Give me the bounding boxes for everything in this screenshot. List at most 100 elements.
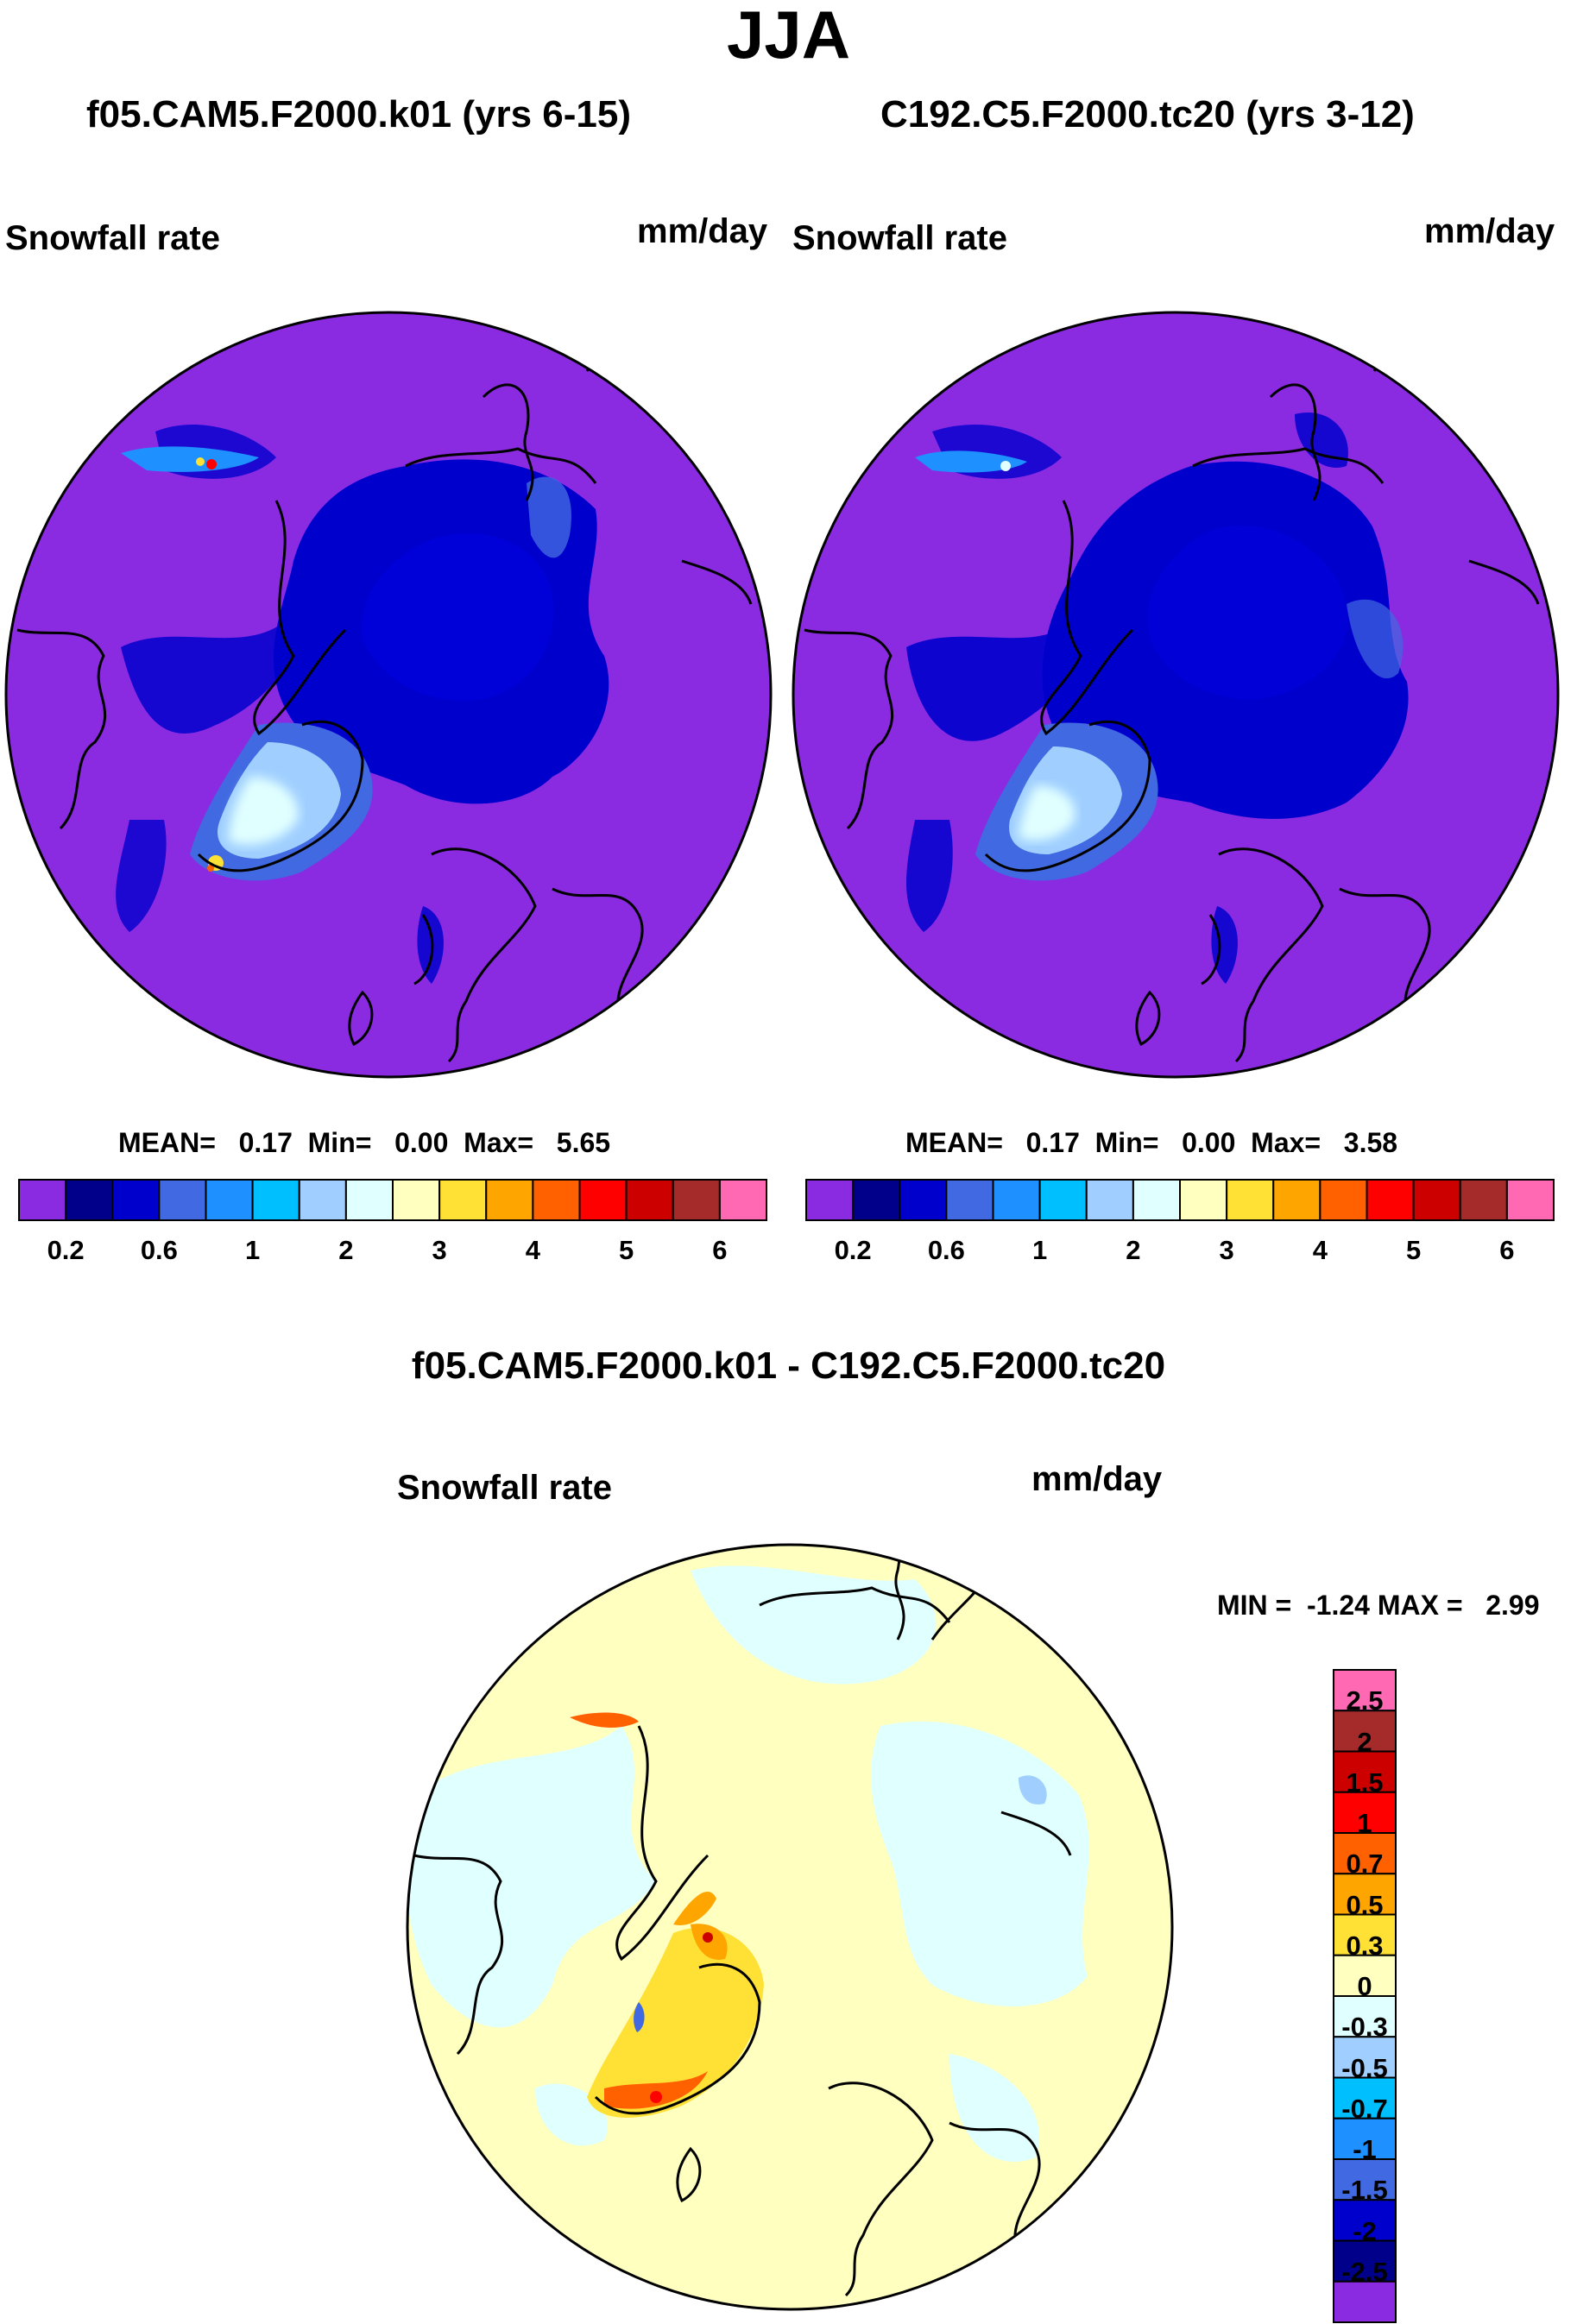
colorbar-panel2 (805, 1179, 1555, 1221)
panel1-stats: MEAN= 0.17 Min= 0.00 Max= 5.65 (118, 1127, 610, 1158)
panel2-max-label: Max= (1251, 1127, 1322, 1158)
colorbar-box (1272, 1179, 1322, 1221)
diff-min-value: -1.24 (1307, 1590, 1370, 1621)
colorbar-box (1226, 1179, 1275, 1221)
colorbar-box (1333, 2280, 1397, 2323)
colorbar-box (899, 1179, 948, 1221)
colorbar-box (18, 1179, 67, 1221)
colorbar-box (945, 1179, 994, 1221)
colorbar-box (1412, 1179, 1461, 1221)
colorbar-tick-label: 0.5 (1346, 1889, 1384, 1920)
colorbar-tick-label: -0.7 (1341, 2093, 1388, 2124)
colorbar-box (1038, 1179, 1088, 1221)
colorbar-box (805, 1179, 855, 1221)
panel2-polar-map (792, 311, 1560, 1079)
diff-max-value: 2.99 (1486, 1590, 1540, 1621)
panel1-min-label: Min= (307, 1127, 372, 1158)
colorbar-tick-label: -1 (1353, 2134, 1377, 2164)
colorbar-tick-label: 0.2 (834, 1235, 872, 1265)
colorbar-tick-label: 0.2 (47, 1235, 85, 1265)
colorbar-box (1333, 1710, 1397, 1753)
diff-max-label: MAX = (1377, 1590, 1463, 1621)
colorbar-tick-label: -2.5 (1341, 2256, 1388, 2287)
colorbar-tick-label: 5 (1406, 1235, 1422, 1265)
colorbar-box (1333, 2199, 1397, 2242)
colorbar-tick-label: 1 (245, 1235, 261, 1265)
panel1-mean-value: 0.17 (238, 1127, 293, 1158)
colorbar-box (298, 1179, 347, 1221)
colorbar-box (205, 1179, 254, 1221)
panel2-variable-label: Snowfall rate (792, 219, 1007, 257)
panel2-units-label: mm/day (1424, 212, 1555, 250)
panel2-stats: MEAN= 0.17 Min= 0.00 Max= 3.58 (905, 1127, 1397, 1158)
colorbar-tick-label: 3 (432, 1235, 447, 1265)
colorbar-tick-label: 0.6 (140, 1235, 178, 1265)
colorbar-box (1132, 1179, 1181, 1221)
panel1-min-value: 0.00 (394, 1127, 449, 1158)
diff-minmax: MIN = -1.24 MAX = 2.99 (1217, 1590, 1539, 1621)
colorbar-tick-label: 0 (1357, 1971, 1372, 2001)
colorbar-tick-label: -0.5 (1341, 2052, 1388, 2083)
colorbar-box (672, 1179, 721, 1221)
colorbar-tick-label: -1.5 (1341, 2175, 1388, 2206)
colorbar-tick-label: 2.5 (1346, 1685, 1384, 1716)
colorbar-box (392, 1179, 441, 1221)
panel1-variable-label: Snowfall rate (5, 219, 220, 257)
colorbar-tick-label: 1.5 (1346, 1767, 1384, 1798)
colorbar-box (1459, 1179, 1508, 1221)
colorbar-box (1333, 2036, 1397, 2079)
colorbar-tick-label: 2 (1357, 1726, 1372, 1757)
diff-units-label: mm/day (1031, 1460, 1163, 1498)
panel1-units-label: mm/day (637, 212, 768, 250)
colorbar-tick-label: 1 (1357, 1808, 1372, 1838)
colorbar-box (532, 1179, 581, 1221)
colorbar-box (158, 1179, 207, 1221)
colorbar-tick-label: 4 (525, 1235, 540, 1265)
diff-panel-title: f05.CAM5.F2000.k01 - C192.C5.F2000.tc20 (411, 1345, 1166, 1387)
colorbar-box (1333, 2158, 1397, 2201)
colorbar-box (65, 1179, 114, 1221)
panel2-min-label: Min= (1094, 1127, 1159, 1158)
colorbar-tick-label: -0.3 (1341, 2012, 1388, 2043)
colorbar-panel1 (18, 1179, 767, 1221)
colorbar-box (1179, 1179, 1228, 1221)
panel2-mean-value: 0.17 (1025, 1127, 1080, 1158)
colorbar-tick-label: 6 (712, 1235, 728, 1265)
panel2-max-value: 3.58 (1343, 1127, 1398, 1158)
colorbar-box (1333, 1873, 1397, 1916)
colorbar-tick-label: 0.3 (1346, 1930, 1384, 1961)
colorbar-box (1333, 1995, 1397, 2038)
panel1-max-label: Max= (464, 1127, 534, 1158)
colorbar-tick-label: -2 (1353, 2215, 1377, 2246)
colorbar-tick-label: 4 (1312, 1235, 1328, 1265)
season-title: JJA (726, 0, 851, 72)
colorbar-tick-label: 2 (1126, 1235, 1141, 1265)
colorbar-box (438, 1179, 488, 1221)
colorbar-box (1333, 2076, 1397, 2119)
colorbar-diff (1333, 1669, 1397, 2323)
colorbar-box (578, 1179, 628, 1221)
colorbar-box (852, 1179, 901, 1221)
colorbar-box (1085, 1179, 1134, 1221)
colorbar-box (625, 1179, 674, 1221)
panel1-mean-label: MEAN= (118, 1127, 216, 1158)
colorbar-box (251, 1179, 300, 1221)
colorbar-tick-label: 2 (338, 1235, 354, 1265)
colorbar-tick-label: 0.7 (1346, 1848, 1384, 1880)
colorbar-tick-label: 5 (619, 1235, 634, 1265)
colorbar-box (344, 1179, 394, 1221)
panel2-mean-label: MEAN= (905, 1127, 1003, 1158)
colorbar-tick-label: 0.6 (927, 1235, 965, 1265)
colorbar-box (992, 1179, 1041, 1221)
colorbar-box (1333, 1954, 1397, 1997)
panel1-polar-map (4, 311, 773, 1079)
diff-polar-map (406, 1543, 1174, 2311)
colorbar-box (485, 1179, 534, 1221)
colorbar-box (1319, 1179, 1368, 1221)
diff-variable-label: Snowfall rate (397, 1469, 612, 1507)
colorbar-box (111, 1179, 161, 1221)
colorbar-tick-label: 6 (1499, 1235, 1515, 1265)
colorbar-box (1505, 1179, 1555, 1221)
panel2-min-value: 0.00 (1182, 1127, 1236, 1158)
